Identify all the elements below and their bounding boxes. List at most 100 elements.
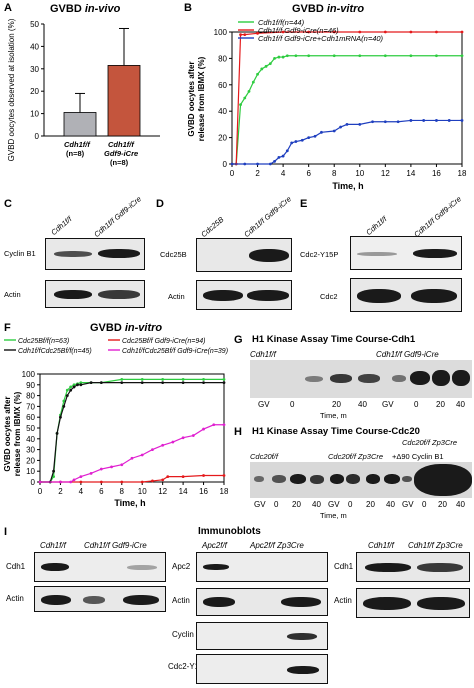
panel-c-lane-2: Cdh1f/f Gdf9-iCre bbox=[92, 194, 144, 239]
data-point bbox=[447, 119, 451, 122]
panel-a-bars bbox=[63, 27, 141, 137]
data-point bbox=[332, 54, 336, 58]
blot-i2-actin bbox=[196, 588, 328, 616]
band bbox=[413, 249, 457, 258]
x-tick-label: 4 bbox=[281, 169, 286, 178]
x-tick-label: 8 bbox=[120, 487, 125, 496]
data-point bbox=[239, 103, 242, 106]
panel-h-letter: H bbox=[234, 426, 242, 438]
band bbox=[249, 249, 289, 262]
band bbox=[417, 563, 463, 572]
data-point bbox=[120, 378, 124, 381]
y-tick-label: 90 bbox=[26, 381, 35, 390]
panel-b-letter: B bbox=[184, 2, 192, 14]
data-point bbox=[69, 388, 73, 392]
band bbox=[203, 597, 235, 607]
lane-label: 20 bbox=[292, 500, 301, 509]
data-point bbox=[230, 162, 234, 166]
lane-label: 20 bbox=[332, 400, 341, 409]
panel-c-row-2: Actin bbox=[4, 290, 21, 299]
panel-i-blot3-row-2: Actin bbox=[334, 596, 352, 605]
blot-g-kinase bbox=[250, 360, 472, 398]
band bbox=[54, 290, 92, 299]
data-point bbox=[59, 415, 62, 419]
panel-a-group1-line2: (n=8) bbox=[66, 149, 85, 158]
band bbox=[411, 289, 457, 303]
data-point bbox=[130, 456, 134, 460]
x-tick-label: 16 bbox=[199, 487, 208, 496]
band bbox=[358, 374, 380, 383]
panel-i-blot2-lane-2: Apc2f/f Zp3Cre bbox=[250, 541, 304, 550]
data-point bbox=[358, 54, 362, 58]
y-tick-label: 80 bbox=[218, 54, 227, 63]
panel-f-letter: F bbox=[4, 322, 11, 334]
data-point bbox=[285, 149, 289, 153]
data-point bbox=[79, 381, 83, 385]
panel-i-blot3-lane-2: Cdh1f/f Zp3Cre bbox=[408, 541, 463, 550]
blot-e-cdc2 bbox=[350, 278, 462, 312]
band bbox=[127, 565, 157, 570]
panel-e-row-2: Cdc2 bbox=[320, 292, 338, 301]
data-point bbox=[202, 381, 205, 385]
data-point bbox=[166, 475, 170, 478]
data-point bbox=[38, 480, 42, 484]
panel-b-xlabel: Time, h bbox=[332, 181, 363, 191]
band bbox=[98, 290, 140, 299]
lane-label: 20 bbox=[436, 400, 445, 409]
panel-g-lane-labels: GV 0 20 40 GV 0 20 40 bbox=[250, 400, 472, 410]
lane-label: 40 bbox=[358, 400, 367, 409]
panel-f-series bbox=[38, 378, 226, 484]
legend-label: Cdh1f/f Gdf9-iCre+Cdh1mRNA(n=40) bbox=[258, 34, 384, 43]
x-tick-label: 4 bbox=[79, 487, 84, 496]
band bbox=[287, 633, 317, 640]
data-point bbox=[268, 162, 272, 166]
lane-label: 20 bbox=[366, 500, 375, 509]
panel-f-ylabel-1: GVBD oocytes after bbox=[3, 396, 12, 471]
y-tick-label: 60 bbox=[26, 413, 35, 422]
x-tick-label: 6 bbox=[306, 169, 311, 178]
panel-a-chart: GVBD oocytes observed at isolation (%) 0… bbox=[7, 18, 160, 161]
data-point bbox=[264, 64, 268, 68]
lane-label: 0 bbox=[274, 500, 279, 509]
band bbox=[98, 249, 140, 258]
panel-b-chart: GVBD oocytes after release from IBMX (%)… bbox=[187, 18, 467, 191]
band bbox=[414, 464, 472, 496]
panel-d-lane-2: Cdh1f/f Gdf9-iCre bbox=[242, 194, 294, 239]
data-point bbox=[72, 383, 76, 387]
band bbox=[123, 595, 159, 605]
data-point bbox=[243, 96, 247, 100]
panel-f-legend: Cdc25Bf/f(n=63) Cdc25Bf/f Gdf9-iCre(n=94)… bbox=[4, 338, 228, 355]
data-point bbox=[79, 475, 83, 478]
y-tick-label: 20 bbox=[218, 134, 227, 143]
data-point bbox=[383, 120, 387, 124]
panel-h-lane-labels: GV 0 20 40 GV 0 20 40 GV 0 20 40 bbox=[250, 500, 472, 510]
x-tick-label: 2 bbox=[58, 487, 63, 496]
panel-a-group2-line2: Gdf9-iCre bbox=[104, 149, 139, 158]
panel-b-title: GVBD in-vitro bbox=[292, 3, 365, 15]
panel-a-group1-line1: Cdh1f/f bbox=[64, 140, 90, 149]
panel-i-letter: I bbox=[4, 526, 8, 538]
data-point bbox=[140, 378, 144, 381]
data-point bbox=[151, 479, 154, 483]
band bbox=[305, 376, 323, 382]
panel-f-chart: GVBD oocytes after release from IBMX (%)… bbox=[3, 338, 228, 508]
band bbox=[365, 563, 411, 572]
panel-a-group2-line1: Cdh1f/f bbox=[108, 140, 134, 149]
x-tick-label: 14 bbox=[179, 487, 188, 496]
panel-g-group-a: Cdh1f/f bbox=[250, 350, 276, 359]
legend-label: Cdh1f/fCdc25Bf/f(n=45) bbox=[18, 348, 92, 355]
lane-label: GV bbox=[254, 500, 266, 509]
blot-c-actin bbox=[45, 280, 145, 308]
x-tick-label: 14 bbox=[406, 169, 415, 178]
data-point bbox=[383, 54, 387, 58]
y-tick-label: 30 bbox=[26, 446, 35, 455]
data-point bbox=[396, 120, 400, 124]
blot-h-kinase bbox=[250, 462, 472, 498]
data-point bbox=[89, 381, 93, 385]
blot-i2-cyclinb1 bbox=[196, 622, 328, 650]
data-point bbox=[256, 162, 259, 166]
band bbox=[410, 371, 430, 385]
band bbox=[54, 251, 92, 257]
panel-b-ylabel-2: release from IBMX (%) bbox=[197, 56, 206, 141]
band bbox=[203, 564, 229, 570]
